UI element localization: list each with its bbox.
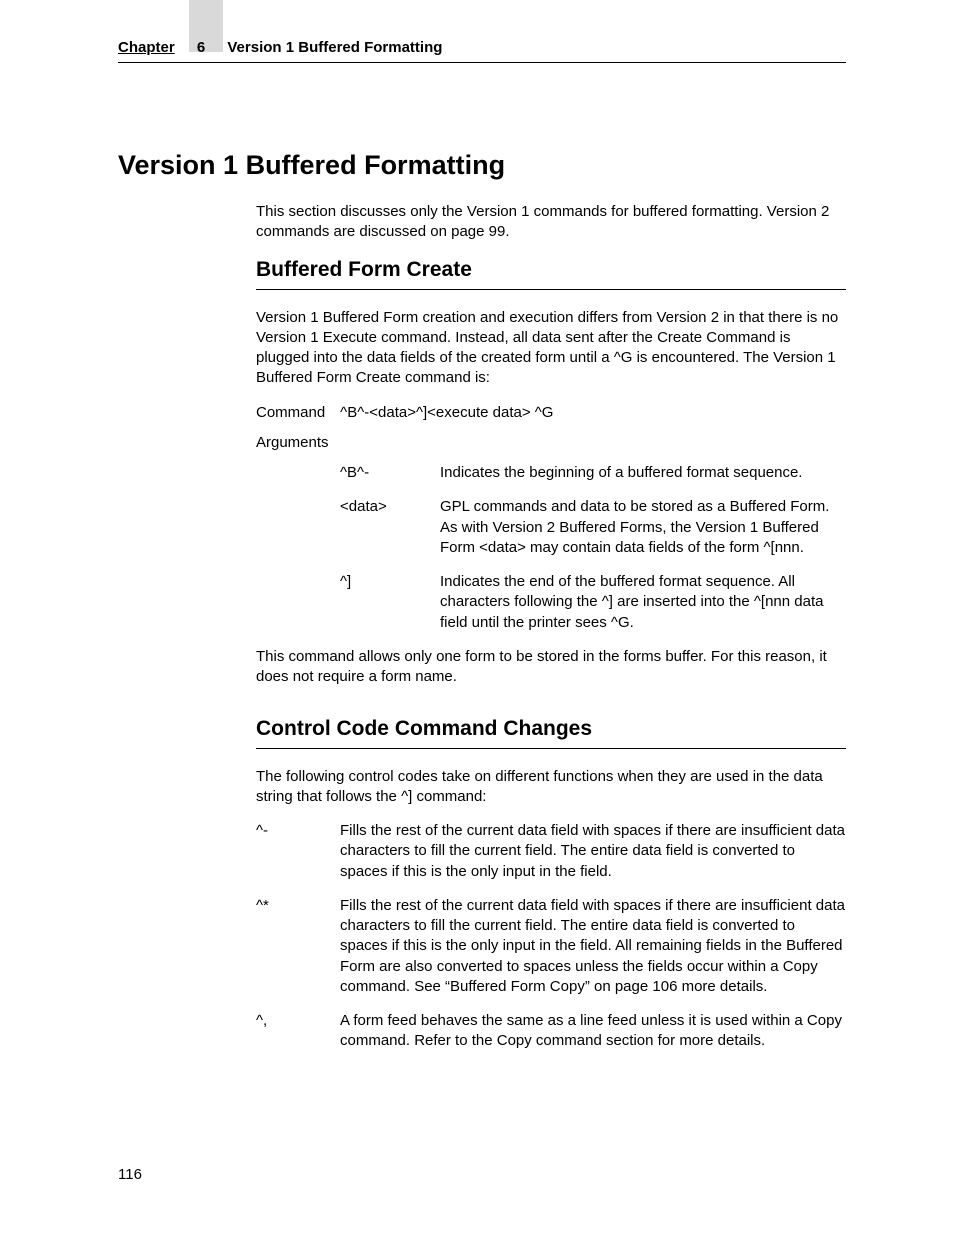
- argument-desc: Indicates the beginning of a buffered fo…: [440, 463, 846, 483]
- intro-paragraph: This section discusses only the Version …: [256, 202, 846, 243]
- control-code-key: ^-: [256, 821, 340, 882]
- body: This section discusses only the Version …: [256, 202, 846, 1052]
- command-line: Command ^B^-<data>^]<execute data> ^G: [256, 403, 846, 423]
- page: Chapter 6 Version 1 Buffered Formatting …: [0, 0, 954, 1235]
- argument-key: ^]: [340, 572, 440, 633]
- page-title: Version 1 Buffered Formatting: [118, 147, 846, 183]
- control-code-desc: Fills the rest of the current data field…: [340, 821, 846, 882]
- section-heading-buffered-form-create: Buffered Form Create: [256, 256, 846, 289]
- arguments-table: ^B^- Indicates the beginning of a buffer…: [340, 463, 846, 633]
- command-label: Command: [256, 403, 336, 423]
- running-head: Chapter 6 Version 1 Buffered Formatting: [118, 38, 846, 63]
- control-code-row: ^, A form feed behaves the same as a lin…: [256, 1011, 846, 1052]
- control-code-desc: Fills the rest of the current data field…: [340, 896, 846, 997]
- section1-para2: This command allows only one form to be …: [256, 647, 846, 688]
- section2-para1: The following control codes take on diff…: [256, 767, 846, 808]
- control-codes-table: ^- Fills the rest of the current data fi…: [256, 821, 846, 1052]
- argument-desc: GPL commands and data to be stored as a …: [440, 497, 846, 558]
- arguments-label: Arguments: [256, 433, 846, 453]
- argument-key: ^B^-: [340, 463, 440, 483]
- chapter-number: 6: [197, 39, 205, 56]
- argument-desc: Indicates the end of the buffered format…: [440, 572, 846, 633]
- control-code-row: ^* Fills the rest of the current data fi…: [256, 896, 846, 997]
- control-code-key: ^*: [256, 896, 340, 997]
- section1-para1: Version 1 Buffered Form creation and exe…: [256, 308, 846, 389]
- running-title: Version 1 Buffered Formatting: [227, 39, 442, 56]
- argument-row: <data> GPL commands and data to be store…: [340, 497, 846, 558]
- command-text: ^B^-<data>^]<execute data> ^G: [340, 404, 553, 421]
- chapter-label: Chapter: [118, 39, 175, 56]
- argument-key: <data>: [340, 497, 440, 558]
- control-code-key: ^,: [256, 1011, 340, 1052]
- control-code-desc: A form feed behaves the same as a line f…: [340, 1011, 846, 1052]
- page-number: 116: [118, 1165, 142, 1185]
- section-heading-control-code-changes: Control Code Command Changes: [256, 715, 846, 748]
- argument-row: ^B^- Indicates the beginning of a buffer…: [340, 463, 846, 483]
- argument-row: ^] Indicates the end of the buffered for…: [340, 572, 846, 633]
- control-code-row: ^- Fills the rest of the current data fi…: [256, 821, 846, 882]
